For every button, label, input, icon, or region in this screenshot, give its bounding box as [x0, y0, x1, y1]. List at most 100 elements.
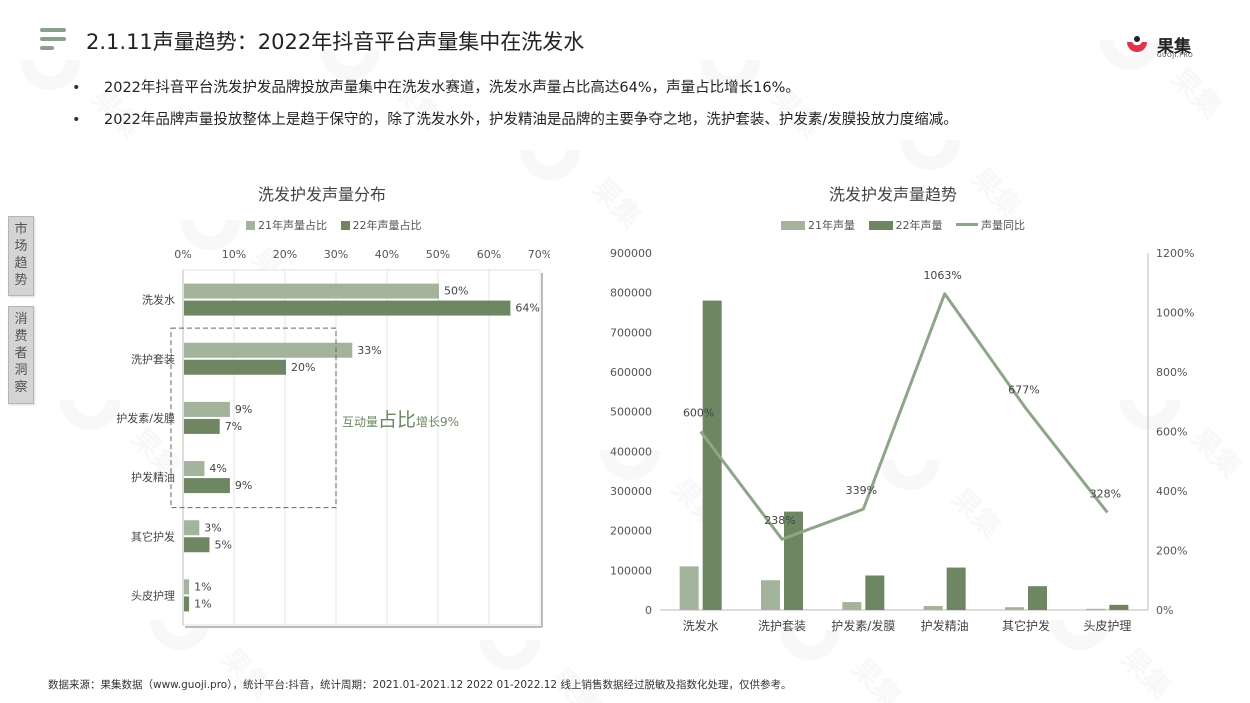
bar — [184, 520, 200, 536]
data-label: 9% — [235, 403, 252, 416]
legend-item-22: 22年声量 — [868, 219, 943, 232]
bar — [184, 283, 439, 299]
watermark-mark — [900, 140, 960, 170]
left-chart-legend: 21年声量占比 22年声量占比 — [246, 217, 432, 233]
bar — [702, 300, 722, 610]
legend-item-21: 21年声量 — [781, 219, 855, 232]
category-label: 洗护套装 — [758, 619, 806, 633]
category-label: 护发素/发膜 — [831, 618, 895, 633]
y-left-tick-label: 200000 — [610, 525, 652, 538]
bar — [184, 537, 210, 553]
line-data-label: 238% — [764, 514, 795, 527]
legend-label: 21年声量 — [808, 219, 855, 232]
bar — [1028, 586, 1047, 610]
menu-lines-icon — [40, 28, 66, 52]
data-label: 20% — [291, 361, 315, 374]
right-chart-title: 洗发护发声量趋势 — [829, 185, 958, 204]
legend-item-21: 21年声量占比 — [246, 219, 327, 232]
y-left-tick-label: 100000 — [610, 564, 652, 577]
side-tab-char: 趋 — [14, 256, 28, 271]
bullet-item: 2022年品牌声量投放整体上是趋于保守的，除了洗发水外，护发精油是品牌的主要争夺… — [72, 108, 958, 140]
y-right-tick-label: 800% — [1156, 366, 1187, 379]
x-tick-label: 20% — [273, 248, 297, 261]
watermark-mark — [520, 150, 580, 180]
bar — [1005, 607, 1024, 610]
side-tab-char: 洞 — [14, 363, 28, 378]
legend-label: 22年声量占比 — [352, 219, 422, 232]
data-label: 64% — [515, 302, 539, 315]
data-label: 7% — [225, 420, 242, 433]
data-label: 5% — [215, 538, 232, 551]
annotation-mid: 占比 — [378, 409, 416, 431]
legend-label: 21年声量占比 — [258, 219, 327, 232]
bar — [923, 606, 943, 610]
bar — [184, 596, 190, 612]
legend-swatch — [868, 221, 893, 230]
category-label: 护发素/发膜 — [116, 411, 175, 425]
x-tick-label: 10% — [222, 248, 246, 261]
page-title: 2.1.11声量趋势：2022年抖音平台声量集中在洗发水 — [86, 30, 585, 54]
x-tick-label: 40% — [375, 248, 399, 261]
x-tick-label: 0% — [174, 248, 191, 261]
y-left-tick-label: 0 — [645, 604, 652, 617]
bar — [184, 418, 220, 434]
data-label: 9% — [235, 479, 252, 492]
category-label: 洗发水 — [683, 618, 719, 633]
watermark-text: 果集 — [585, 172, 648, 235]
legend-swatch — [340, 221, 350, 230]
left-chart-title: 洗发护发声量分布 — [258, 185, 387, 204]
logo-subtext: GUOJI.PRO — [1157, 52, 1194, 59]
side-tab-market-trend[interactable]: 市场趋势 — [8, 216, 34, 296]
side-tab-char: 消 — [14, 312, 28, 327]
logo-text: 果集 — [1157, 37, 1191, 57]
line-data-label: 600% — [683, 407, 714, 420]
legend-swatch — [781, 221, 805, 230]
legend-item-yoy: 声量同比 — [956, 219, 1025, 232]
category-label: 护发精油 — [921, 618, 969, 633]
x-tick-label: 60% — [477, 248, 501, 261]
bar — [761, 580, 780, 610]
side-tab-char: 势 — [14, 273, 28, 288]
y-left-tick-label: 400000 — [610, 445, 652, 458]
line-data-label: 339% — [846, 484, 877, 497]
bullet-item: 2022年抖音平台洗发护发品牌投放声量集中在洗发水赛道，洗发水声量占比高达64%… — [72, 76, 958, 108]
watermark-mark — [480, 640, 540, 670]
y-left-tick-label: 300000 — [610, 485, 652, 498]
highlight-box — [170, 327, 337, 509]
y-right-tick-label: 1000% — [1156, 307, 1194, 320]
x-tick-label: 30% — [324, 248, 348, 261]
bar — [679, 566, 699, 610]
y-right-tick-label: 400% — [1156, 485, 1187, 498]
bar — [865, 575, 885, 610]
y-left-tick-label: 500000 — [610, 406, 652, 419]
x-tick-label: 50% — [426, 248, 450, 261]
watermark-text: 果集 — [1115, 642, 1178, 703]
category-label: 护发精油 — [131, 470, 175, 484]
bar — [842, 602, 862, 610]
category-label: 其它护发 — [131, 529, 175, 543]
watermark-text: 果集 — [215, 642, 278, 703]
annotation-suffix: 增长9% — [416, 415, 459, 429]
side-tab-char: 察 — [14, 380, 28, 395]
logo-icon — [1127, 36, 1147, 52]
right-combo-chart: 0 100000 200000 300000 400000 500000 600000 700… — [610, 247, 1194, 633]
watermark-text: 果集 — [1165, 62, 1228, 125]
side-tab-char: 费 — [14, 329, 28, 344]
annotation-prefix: 互动量 — [342, 415, 378, 429]
bar — [1109, 604, 1129, 610]
side-tab-char: 场 — [14, 239, 28, 254]
line-data-label: 677% — [1008, 384, 1039, 397]
bar — [184, 478, 230, 494]
category-label: 其它护发 — [1002, 618, 1050, 633]
right-chart-legend: 21年声量 22年声量 声量同比 — [781, 217, 1035, 233]
bar — [946, 567, 966, 610]
bar — [184, 401, 230, 417]
data-label: 1% — [194, 580, 211, 593]
line-data-label: 328% — [1090, 487, 1121, 500]
side-tab-consumer-insight[interactable]: 消费者洞察 — [8, 306, 34, 404]
bar — [184, 579, 190, 595]
category-label: 头皮护理 — [131, 588, 175, 602]
bullet-list: 2022年抖音平台洗发护发品牌投放声量集中在洗发水赛道，洗发水声量占比高达64%… — [72, 76, 958, 140]
y-right-tick-label: 0% — [1156, 604, 1173, 617]
legend-line-swatch — [956, 223, 978, 226]
